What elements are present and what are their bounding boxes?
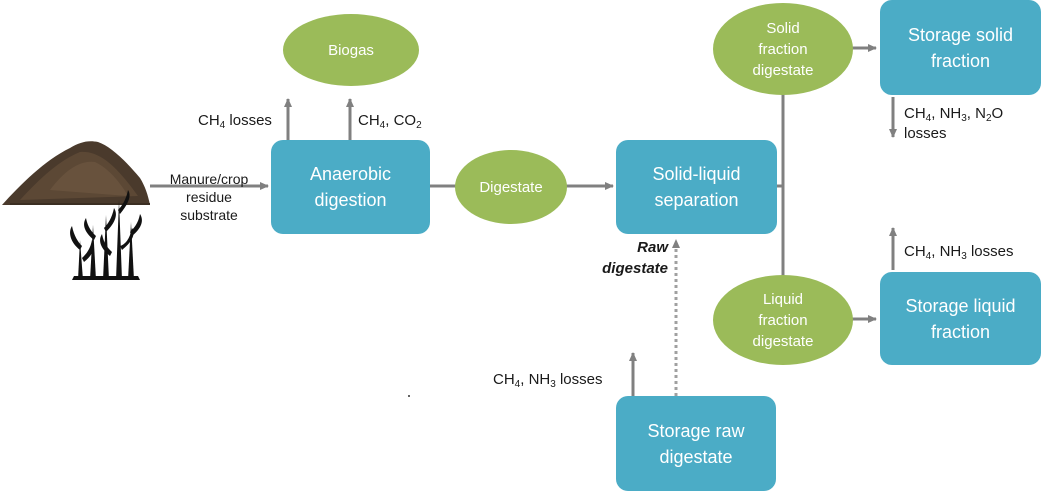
solid-em-nh: , NH	[931, 105, 962, 122]
ch4-co2-ch: CH	[358, 112, 380, 129]
ch4-losses-rest: losses	[225, 112, 272, 129]
solid-line-2: fraction	[758, 40, 808, 58]
ch4-co2-sub4: 4	[379, 120, 386, 131]
liquid-storage-emissions-label: CH4, NH3 losses	[904, 242, 1013, 262]
liquid-fraction-digestate-ellipse: Liquid fraction digestate	[713, 275, 853, 365]
ch4-losses-ch: CH	[198, 112, 220, 129]
solid-em-ch: CH	[904, 105, 926, 122]
anaerobic-line-1: Anaerobic	[309, 164, 392, 184]
raw-em-nh: , NH	[520, 371, 551, 388]
storage-liquid-line-2: fraction	[930, 321, 990, 342]
storage-solid-line-2: fraction	[930, 50, 990, 71]
liquid-line-2: fraction	[758, 311, 808, 329]
input-line-1: Manure/crop	[169, 171, 249, 187]
storage-raw-line-1: Storage raw	[647, 420, 745, 441]
raw-storage-emissions-label: CH4, NH3 losses	[493, 370, 602, 390]
storage-liquid-fraction-box: Storage liquid fraction	[880, 272, 1041, 365]
liquid-em-ch: CH	[904, 243, 926, 260]
ch4-co2-label: CH4, CO2	[358, 111, 422, 131]
solid-line-1: Solid	[766, 19, 800, 37]
ch4-losses-sub: 4	[219, 120, 226, 131]
storage-liquid-line-1: Storage liquid	[905, 295, 1016, 316]
input-line-3: substrate	[180, 207, 238, 223]
solid-em-o: O	[991, 105, 1004, 122]
storage-raw-line-2: digestate	[659, 446, 733, 467]
solid-liquid-separation-box: Solid-liquid separation	[616, 140, 777, 234]
digestate-label: Digestate	[479, 178, 543, 196]
anaerobic-digestion-box: Anaerobic digestion	[271, 140, 430, 234]
biogas-label: Biogas	[328, 41, 374, 59]
ch4-co2-sub2: 2	[416, 120, 422, 131]
anaerobic-line-2: digestion	[314, 190, 387, 210]
ch4-losses-label: CH4 losses	[198, 111, 272, 131]
solid-line-3: digestate	[752, 61, 814, 79]
storage-raw-digestate-box: Storage raw digestate	[616, 396, 776, 491]
solid-em-sub2: 2	[985, 113, 992, 124]
digestate-ellipse: Digestate	[455, 150, 567, 224]
solid-em-sub4: 4	[925, 113, 932, 124]
stray-dot	[408, 395, 410, 397]
solid-em-sub3: 3	[961, 113, 967, 124]
liquid-line-3: digestate	[752, 332, 814, 350]
solid-emissions-line-1: CH4, NH3, N2O	[904, 104, 1003, 124]
input-line-2: residue	[186, 189, 232, 205]
liquid-em-nh: , NH	[931, 243, 962, 260]
solid-storage-emissions-label: CH4, NH3, N2O losses	[904, 104, 1003, 144]
solid-em-n: , N	[966, 105, 986, 122]
storage-solid-line-1: Storage solid	[907, 24, 1014, 45]
ch4-co2-mid: , CO	[385, 112, 417, 129]
input-substrate-label: Manure/crop residue substrate	[146, 170, 272, 224]
raw-em-rest: losses	[555, 371, 603, 388]
raw-digestate-label: Raw digestate	[590, 237, 668, 279]
solid-fraction-digestate-ellipse: Solid fraction digestate	[713, 3, 853, 95]
raw-em-sub3: 3	[550, 379, 556, 390]
raw-line-1: Raw	[637, 239, 668, 256]
liquid-em-rest: losses	[966, 243, 1014, 260]
solid-emissions-line-2: losses	[904, 125, 947, 142]
raw-line-2: digestate	[602, 260, 668, 277]
biogas-ellipse: Biogas	[283, 14, 419, 86]
corn-plant-icon	[70, 190, 142, 280]
storage-solid-fraction-box: Storage solid fraction	[880, 0, 1041, 95]
separation-line-1: Solid-liquid	[652, 164, 741, 184]
raw-em-sub4: 4	[514, 379, 521, 390]
liquid-line-1: Liquid	[762, 290, 804, 308]
liquid-em-sub3: 3	[961, 251, 967, 262]
soil-pile-icon	[2, 141, 150, 205]
separation-line-2: separation	[654, 190, 739, 210]
raw-em-ch: CH	[493, 371, 515, 388]
liquid-em-sub4: 4	[925, 251, 932, 262]
